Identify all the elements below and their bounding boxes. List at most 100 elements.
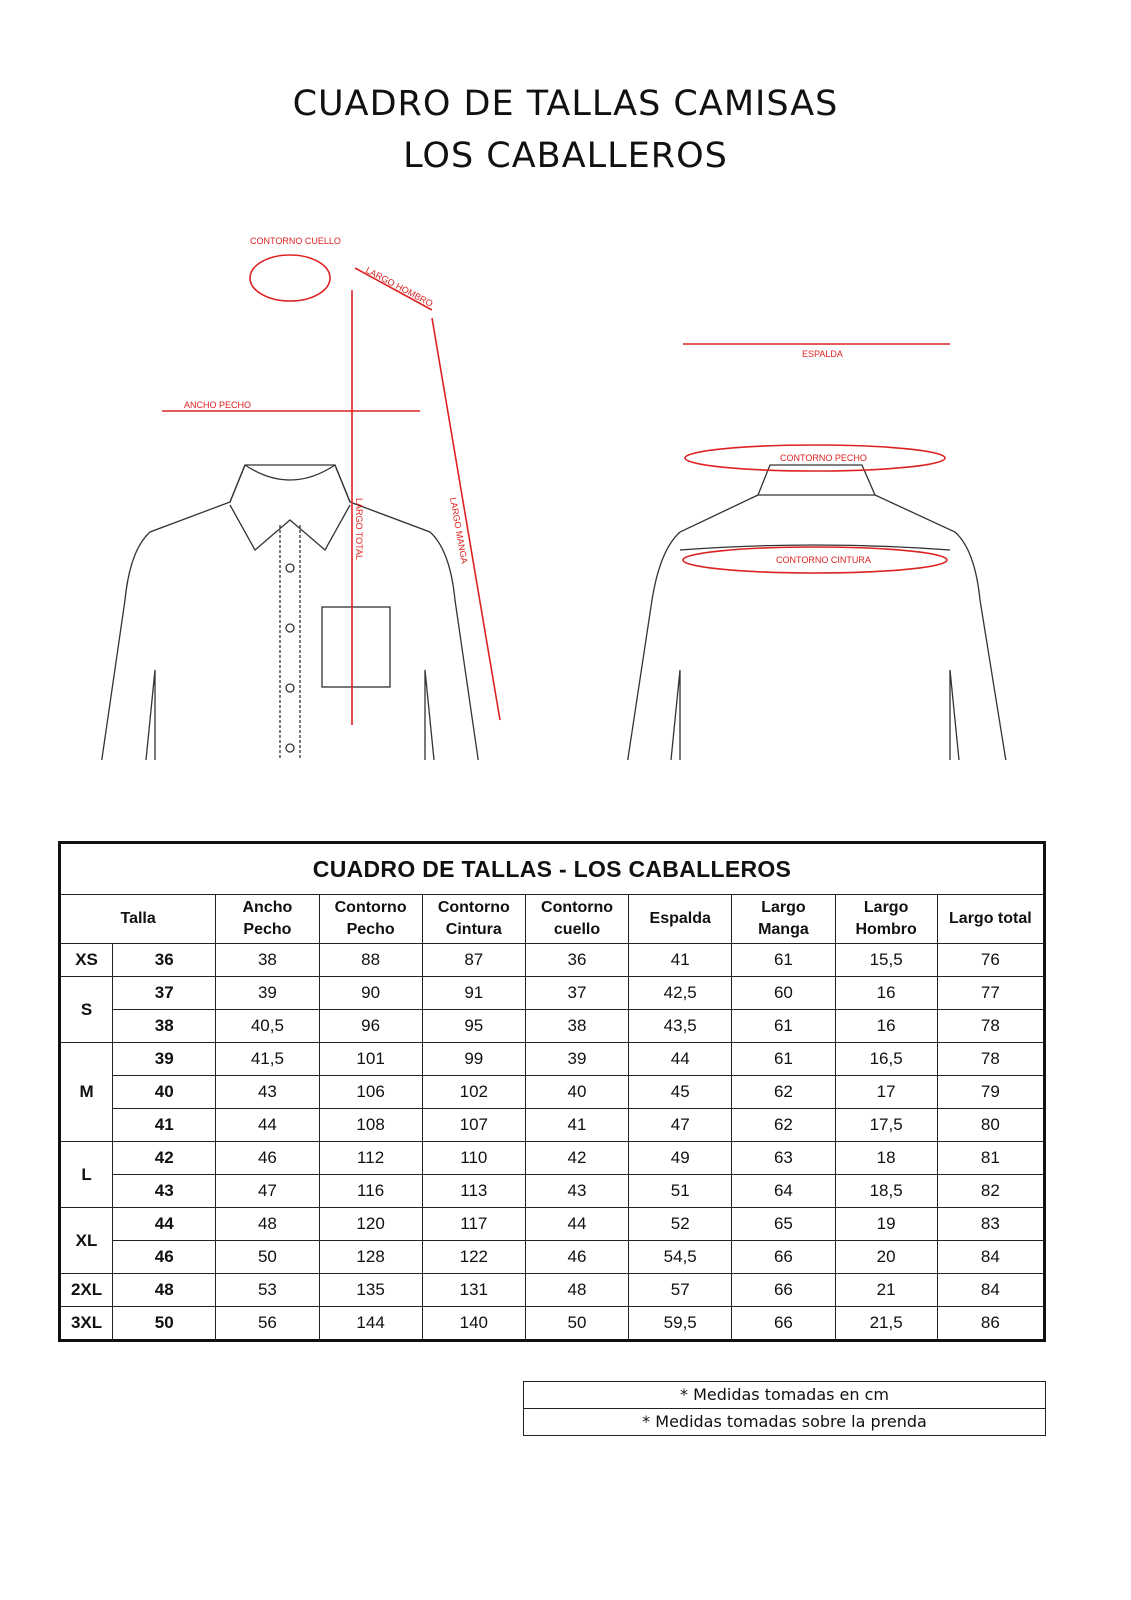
column-header-text: cuello xyxy=(553,921,601,938)
column-header: Largo Hombro xyxy=(834,894,938,944)
measurement-cell: 110 xyxy=(421,1141,526,1175)
size-number: 37 xyxy=(112,976,217,1010)
column-header-text: Largo xyxy=(863,899,909,916)
front-shirt-drawing xyxy=(101,464,479,760)
measurement-cell: 41 xyxy=(524,1108,630,1142)
measurement-cell: 66 xyxy=(731,1306,836,1341)
measurement-cell: 46 xyxy=(215,1141,320,1175)
measurement-cell: 84 xyxy=(936,1273,1046,1307)
measurement-cell: 86 xyxy=(936,1306,1046,1341)
table-title: CUADRO DE TALLAS - LOS CABALLEROS xyxy=(59,842,1045,895)
size-number: 38 xyxy=(112,1009,217,1043)
size-letter: XS xyxy=(58,943,114,977)
measurement-cell: 57 xyxy=(628,1273,733,1307)
table-row: XS 36 38 88 87 36 41 61 15,5 76 xyxy=(58,943,1046,977)
label-contorno-pecho: CONTORNO PECHO xyxy=(780,453,867,463)
measurement-cell: 66 xyxy=(731,1240,836,1274)
table-header-row: Talla Ancho Pecho Contorno Pecho Contorno Cint… xyxy=(58,894,1046,944)
column-header-text: Largo total xyxy=(949,910,1032,927)
size-chart-table: CUADRO DE TALLAS - LOS CABALLEROS Talla A… xyxy=(58,841,1046,1342)
measurement-cell: 42 xyxy=(524,1141,630,1175)
shirt-diagrams: CONTORNO CUELLO LARGO HOMBRO ANCHO PECHO… xyxy=(101,236,1007,760)
size-letter: 2XL xyxy=(58,1273,114,1307)
size-letter: L xyxy=(58,1141,114,1208)
measurement-cell: 40 xyxy=(524,1075,630,1109)
measurement-cell: 108 xyxy=(318,1108,423,1142)
column-header: Espalda xyxy=(628,894,733,944)
measurement-cell: 106 xyxy=(318,1075,423,1109)
measurement-cell: 79 xyxy=(936,1075,1046,1109)
measurement-cell: 76 xyxy=(936,943,1046,977)
measurement-cell: 140 xyxy=(421,1306,526,1341)
column-header-text: Contorno xyxy=(541,899,613,916)
table-row: 41 44 108 107 41 47 62 17,5 80 xyxy=(60,1108,1046,1142)
measurement-cell: 40,5 xyxy=(215,1009,320,1043)
measurement-cell: 18,5 xyxy=(834,1174,938,1208)
measurement-cell: 47 xyxy=(628,1108,733,1142)
column-header-text: Largo xyxy=(761,899,806,916)
column-header-text: Talla xyxy=(120,910,156,927)
column-header: Contorno Cintura xyxy=(421,894,526,944)
measurement-cell: 48 xyxy=(524,1273,630,1307)
size-number: 50 xyxy=(112,1306,217,1341)
measurement-cell: 16,5 xyxy=(834,1042,938,1076)
measurement-cell: 122 xyxy=(421,1240,526,1274)
measurement-cell: 16 xyxy=(834,1009,938,1043)
column-header-text: Manga xyxy=(758,921,809,938)
measurement-cell: 88 xyxy=(318,943,423,977)
measurement-cell: 131 xyxy=(421,1273,526,1307)
table-row: 3XL 50 56 144 140 50 59,5 66 21,5 86 xyxy=(58,1306,1046,1341)
label-espalda: ESPALDA xyxy=(802,349,843,359)
measurement-cell: 44 xyxy=(215,1108,320,1142)
measurement-cell: 107 xyxy=(421,1108,526,1142)
measurement-cell: 56 xyxy=(215,1306,320,1341)
measurement-cell: 135 xyxy=(318,1273,423,1307)
table-row: XL 44 48 120 117 44 52 65 19 83 xyxy=(58,1207,1046,1274)
measurement-cell: 82 xyxy=(936,1174,1046,1208)
measurement-cell: 21,5 xyxy=(834,1306,938,1341)
column-header-text: Contorno xyxy=(334,899,407,916)
measurement-cell: 61 xyxy=(731,943,836,977)
measurement-cell: 47 xyxy=(215,1174,320,1208)
measurement-cell: 64 xyxy=(731,1174,836,1208)
label-contorno-cuello: CONTORNO CUELLO xyxy=(250,236,341,246)
measurement-markers xyxy=(162,254,950,725)
measurement-cell: 78 xyxy=(936,1042,1046,1076)
table-row: 43 47 116 113 43 51 64 18,5 82 xyxy=(60,1174,1046,1208)
measurement-cell: 17 xyxy=(834,1075,938,1109)
notes-box: * Medidas tomadas en cm * Medidas tomada… xyxy=(523,1381,1046,1436)
measurement-cell: 120 xyxy=(318,1207,423,1241)
label-largo-total: LARGO TOTAL xyxy=(354,498,364,560)
column-header-text: Cintura xyxy=(445,921,502,938)
measurement-cell: 99 xyxy=(421,1042,526,1076)
column-header-text: Hombro xyxy=(855,921,917,938)
size-number: 40 xyxy=(112,1075,217,1109)
measurement-cell: 17,5 xyxy=(834,1108,938,1142)
measurement-cell: 78 xyxy=(936,1009,1046,1043)
measurement-cell: 59,5 xyxy=(628,1306,733,1341)
measurement-cell: 112 xyxy=(318,1141,423,1175)
size-number: 43 xyxy=(112,1174,217,1208)
column-header-text: Pecho xyxy=(243,921,292,938)
column-header-text: Pecho xyxy=(346,921,395,938)
column-header: Contorno Pecho xyxy=(318,894,423,944)
size-number: 42 xyxy=(112,1141,217,1175)
measurement-cell: 43 xyxy=(524,1174,630,1208)
measurement-cell: 38 xyxy=(524,1009,630,1043)
measurement-cell: 91 xyxy=(421,976,526,1010)
table-row: 38 40,5 96 95 38 43,5 61 16 78 xyxy=(60,1009,1046,1043)
measurement-cell: 117 xyxy=(421,1207,526,1241)
column-header-text: Contorno xyxy=(437,899,510,916)
measurement-cell: 39 xyxy=(524,1042,630,1076)
measurement-cell: 36 xyxy=(524,943,630,977)
measurement-cell: 101 xyxy=(318,1042,423,1076)
size-letter: 3XL xyxy=(58,1306,114,1341)
measurement-cell: 15,5 xyxy=(834,943,938,977)
measurement-cell: 102 xyxy=(421,1075,526,1109)
table-row: L 42 46 112 110 42 49 63 18 81 xyxy=(58,1141,1046,1208)
measurement-cell: 52 xyxy=(628,1207,733,1241)
table-row: S 37 39 90 91 37 42,5 60 16 77 xyxy=(58,976,1046,1043)
measurement-cell: 116 xyxy=(318,1174,423,1208)
table-row: 46 50 128 122 46 54,5 66 20 84 xyxy=(60,1240,1046,1274)
note-units: * Medidas tomadas en cm xyxy=(679,1385,889,1404)
